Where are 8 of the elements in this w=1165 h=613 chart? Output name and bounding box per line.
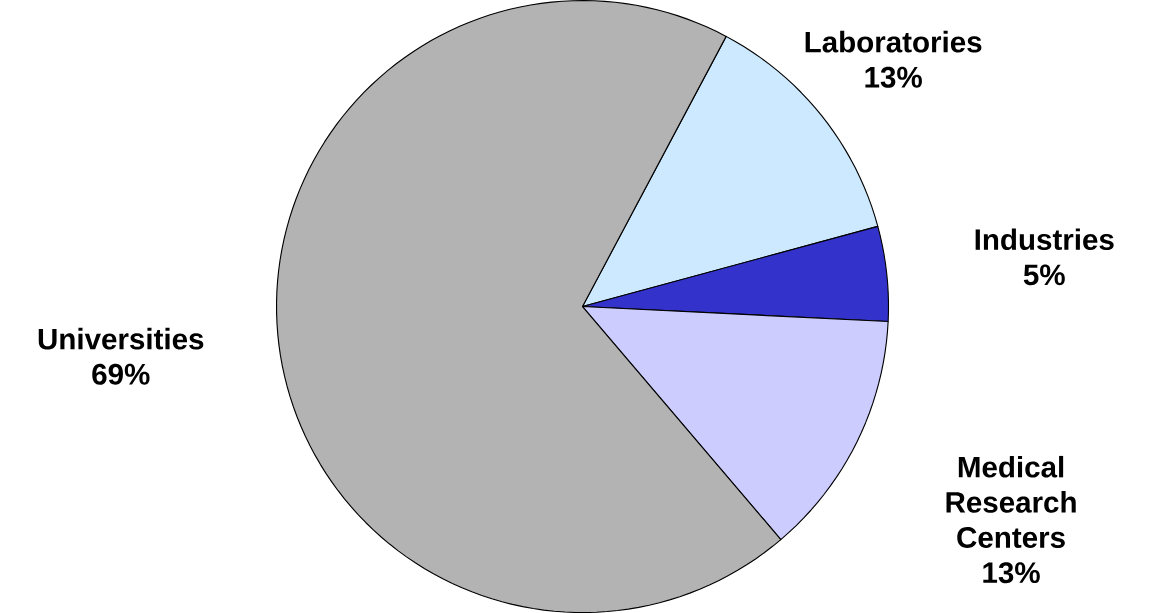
slice-label: Universities bbox=[38, 327, 204, 350]
data-label: 13% bbox=[865, 66, 922, 88]
slice-label: Industries bbox=[975, 228, 1114, 251]
data-label: 5% bbox=[1023, 264, 1065, 286]
data-label: 69% bbox=[92, 363, 150, 385]
data-label: 13% bbox=[983, 562, 1040, 584]
slice-label: Laboratories bbox=[805, 30, 982, 53]
slice-label: Medical Research Centers bbox=[946, 455, 1076, 548]
